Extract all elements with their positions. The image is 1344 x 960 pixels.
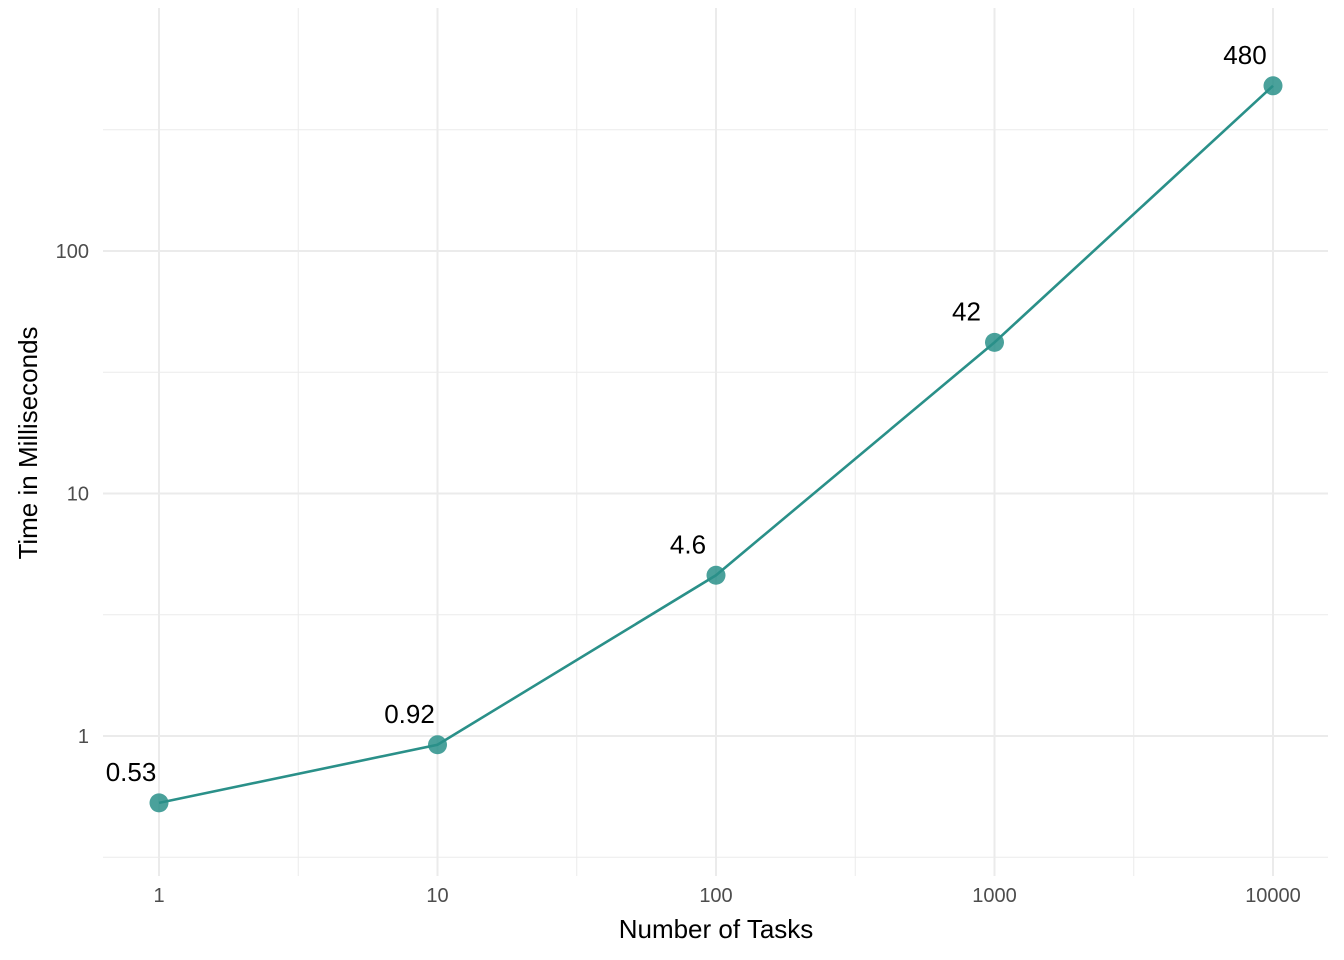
- x-axis-title: Number of Tasks: [619, 914, 814, 944]
- data-point: [985, 332, 1004, 352]
- x-tick-label: 10: [426, 885, 448, 907]
- y-tick-label: 100: [56, 241, 89, 263]
- series: [149, 76, 1283, 813]
- data-point: [428, 735, 447, 755]
- x-tick-label: 100: [699, 885, 732, 907]
- data-labels: 0.53 0.92 4.6 42 480: [106, 40, 1267, 787]
- data-point: [149, 793, 169, 813]
- grid: [103, 8, 1328, 876]
- x-tick-label: 10000: [1245, 885, 1301, 907]
- tick-labels: 1 10 100 1000 10000 1 10 100: [56, 241, 1301, 907]
- y-axis-title: Time in Milliseconds: [13, 326, 43, 559]
- data-label: 480: [1223, 40, 1266, 70]
- y-tick-label: 1: [78, 726, 89, 748]
- data-label: 42: [952, 296, 981, 326]
- x-tick-label: 1000: [972, 885, 1017, 907]
- y-tick-label: 10: [67, 484, 89, 506]
- data-label: 4.6: [670, 529, 706, 559]
- data-point: [1263, 76, 1283, 96]
- data-label: 0.92: [384, 699, 435, 729]
- x-tick-label: 1: [153, 885, 164, 907]
- data-point: [706, 565, 726, 585]
- data-label: 0.53: [106, 757, 157, 787]
